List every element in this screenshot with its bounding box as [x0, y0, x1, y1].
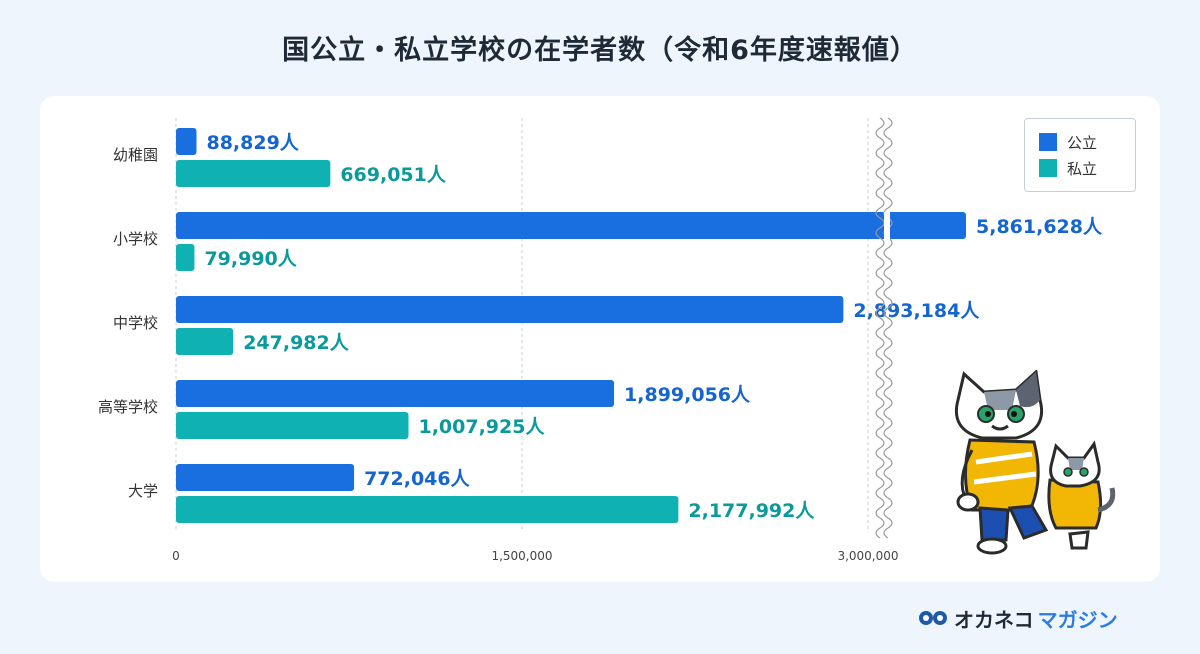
category-label: 高等学校	[98, 398, 158, 416]
bar-private	[176, 412, 409, 439]
bar-public	[176, 128, 197, 155]
bar-private	[176, 496, 679, 523]
axis-break-wave	[875, 117, 885, 539]
data-label: 1,007,925人	[418, 416, 545, 438]
category-label: 大学	[128, 482, 158, 500]
cat-mascot-illustration	[955, 370, 1116, 555]
bar-public	[176, 380, 615, 407]
data-label: 1,899,056人	[624, 384, 751, 406]
category-label: 幼稚園	[113, 146, 158, 164]
x-tick-label: 3,000,000	[837, 549, 898, 563]
data-label: 79,990人	[204, 248, 297, 270]
legend-item-private: 私立	[1039, 155, 1121, 181]
data-label: 2,893,184人	[853, 300, 980, 322]
data-label: 5,861,628人	[976, 216, 1103, 238]
category-label: 小学校	[113, 230, 158, 248]
data-label: 88,829人	[206, 132, 299, 154]
data-label: 669,051人	[340, 164, 447, 186]
legend: 公立 私立	[1024, 118, 1136, 192]
category-label: 中学校	[113, 314, 158, 332]
chart-title: 国公立・私立学校の在学者数（令和6年度速報値）	[282, 35, 918, 66]
brand-name: オカネコ	[954, 607, 1034, 632]
data-label: 2,177,992人	[688, 500, 815, 522]
legend-item-public: 公立	[1039, 129, 1121, 155]
brand-logo: オカネコ マガジン	[918, 604, 1118, 632]
bar-private	[176, 328, 234, 355]
bar-public	[176, 296, 844, 323]
x-tick-label: 0	[172, 549, 180, 563]
legend-label-private: 私立	[1067, 159, 1098, 178]
legend-swatch-private	[1039, 159, 1057, 177]
bar-private	[176, 160, 331, 187]
bar-public	[176, 212, 966, 239]
bar-public	[176, 464, 355, 491]
brand-sub: マガジン	[1037, 607, 1118, 632]
axis-break-wave	[883, 117, 893, 539]
brand-cat-icon	[919, 611, 947, 625]
data-label: 247,982人	[243, 332, 350, 354]
data-label: 772,046人	[364, 468, 471, 490]
axis-break-gap	[884, 212, 890, 241]
bar-private	[176, 244, 195, 271]
legend-swatch-public	[1039, 133, 1057, 151]
legend-label-public: 公立	[1067, 133, 1098, 152]
x-tick-label: 1,500,000	[491, 549, 552, 563]
